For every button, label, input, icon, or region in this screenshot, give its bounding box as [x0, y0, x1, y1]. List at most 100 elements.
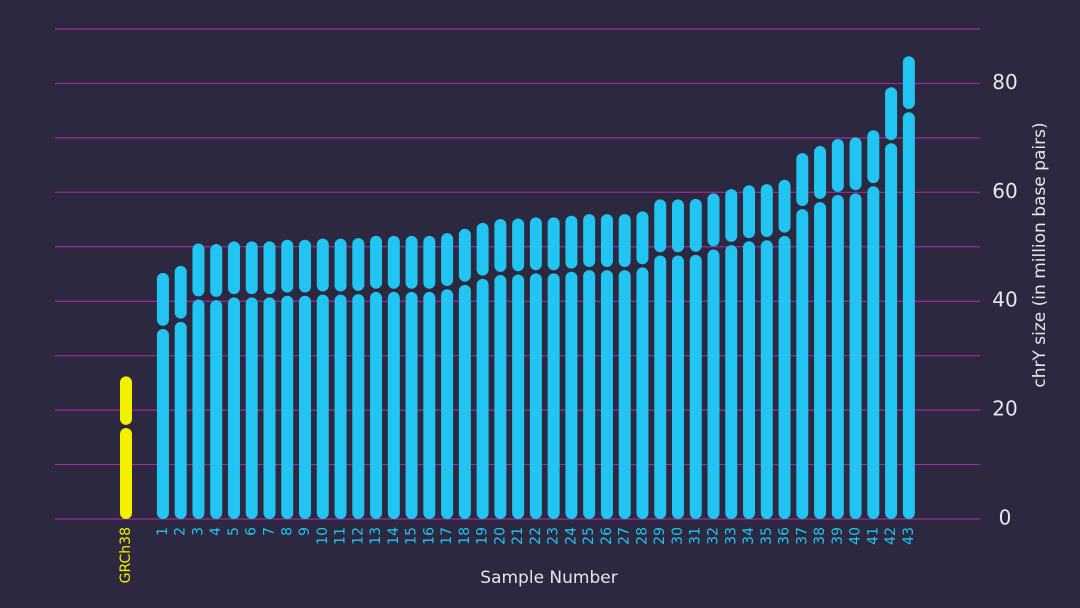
bar-segment [120, 428, 132, 519]
bar-segment [476, 278, 489, 519]
x-tick-label: 25 [581, 527, 597, 545]
bar-segment [885, 87, 898, 141]
bar-segment [210, 244, 223, 297]
bar-segment [245, 241, 258, 295]
x-tick-label: 19 [475, 527, 491, 545]
y-tick-label: 0 [999, 506, 1012, 530]
x-tick-label: 24 [563, 527, 579, 545]
bar-segment [174, 321, 187, 519]
x-tick-label: 12 [350, 527, 366, 545]
bar-segment [387, 291, 400, 519]
bar-segment [636, 267, 649, 519]
bar-segment [583, 270, 596, 519]
bar-segment [867, 130, 880, 184]
bar-segment [796, 209, 809, 519]
bar-segment [227, 241, 240, 295]
y-tick-label: 60 [992, 179, 1017, 203]
bar-segment [174, 265, 187, 319]
bar-segment [458, 284, 471, 519]
x-tick-label: 20 [492, 527, 508, 545]
bar-segment [689, 198, 702, 252]
x-tick-label: 23 [546, 527, 562, 545]
x-tick-label: 34 [741, 527, 757, 545]
bar-segment [441, 289, 454, 519]
x-tick-label: 36 [777, 527, 793, 545]
bar-segment [547, 217, 560, 271]
bar-segment [405, 291, 418, 519]
x-tick-label: 32 [706, 527, 722, 545]
bar-segment [671, 199, 684, 253]
bar-segment [476, 222, 489, 276]
bar-segment [494, 219, 507, 272]
x-axis-label: Sample Number [480, 568, 617, 588]
x-tick-label: 35 [759, 527, 775, 545]
bar-segment [245, 297, 258, 519]
bar-segment [565, 271, 578, 519]
bar-segment [458, 228, 471, 282]
bar-segment [547, 273, 560, 519]
bar-segment [618, 270, 631, 519]
x-tick-label: 3 [190, 527, 206, 536]
bar-segment [494, 275, 507, 519]
bar-segment [849, 137, 862, 191]
bar-segment [707, 193, 720, 247]
x-tick-label: 30 [670, 527, 686, 545]
bar-segment [370, 291, 383, 519]
bar-segment [867, 186, 880, 520]
bar-segment [529, 217, 542, 271]
bar-segment [281, 239, 294, 293]
x-tick-label: 42 [883, 527, 899, 545]
bar-segment [281, 295, 294, 519]
bar-segment [156, 272, 169, 326]
x-tick-label: 33 [723, 527, 739, 545]
x-tick-label: 21 [510, 527, 526, 545]
bar-segment [120, 376, 132, 425]
bar-segment [299, 295, 312, 519]
bar-segment [636, 211, 649, 265]
bar-segment [725, 189, 738, 242]
bar-segment [814, 202, 827, 519]
x-tick-label: 17 [439, 527, 455, 545]
bar-segment [600, 214, 613, 267]
x-tick-label: 43 [901, 527, 917, 545]
x-tick-label: 1 [155, 527, 171, 536]
x-tick-label: 27 [617, 527, 633, 545]
bar-segment [796, 153, 809, 206]
bar-segment [902, 56, 915, 110]
x-tick-label: 4 [208, 527, 224, 536]
bar-segment [334, 294, 347, 519]
bar-segment [387, 235, 400, 289]
bar-segment [423, 235, 436, 289]
bar-segment [849, 193, 862, 519]
x-tick-label: 40 [848, 527, 864, 545]
bar-segment [885, 143, 898, 520]
bar-segment [316, 238, 329, 292]
bar-segment [210, 300, 223, 519]
x-tick-label: 15 [404, 527, 420, 545]
y-axis-label: chrY size (in million base pairs) [1030, 122, 1050, 387]
bar-segment [192, 299, 205, 519]
x-tick-label: 38 [812, 527, 828, 545]
x-tick-label: 39 [830, 527, 846, 545]
bar-segment [671, 255, 684, 519]
bar-segment [654, 255, 667, 519]
bar-segment [334, 238, 347, 292]
bar-segment [831, 138, 844, 192]
x-tick-label: 8 [279, 527, 295, 536]
bar-segment [565, 215, 578, 269]
bar-segment [707, 249, 720, 519]
x-tick-label: 9 [297, 527, 313, 536]
bar-segment [156, 328, 169, 519]
x-tick-label: 41 [865, 527, 881, 545]
bar-segment [441, 233, 454, 287]
x-tick-label: 2 [173, 527, 189, 536]
x-tick-label: 37 [794, 527, 810, 545]
bar-segment [743, 241, 756, 520]
x-tick-label: 10 [315, 527, 331, 545]
y-tick-label: 40 [992, 288, 1017, 312]
bar-segment [352, 294, 365, 519]
x-tick-label: 5 [226, 527, 242, 536]
y-tick-label: 80 [992, 70, 1017, 94]
